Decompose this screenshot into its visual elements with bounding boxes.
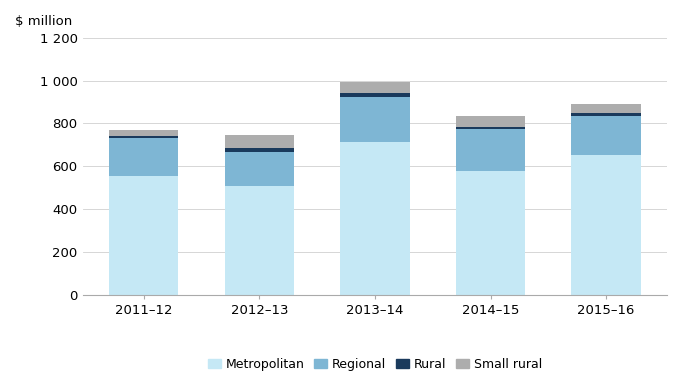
Bar: [572, 113, 641, 116]
Bar: [341, 93, 409, 97]
Bar: [225, 148, 294, 152]
Bar: [225, 152, 294, 186]
Bar: [572, 155, 641, 295]
Bar: [572, 116, 641, 155]
Bar: [225, 186, 294, 295]
Bar: [341, 142, 409, 295]
Legend: Metropolitan, Regional, Rural, Small rural: Metropolitan, Regional, Rural, Small rur…: [208, 358, 542, 371]
Text: $ million: $ million: [15, 14, 72, 28]
Bar: [572, 104, 641, 113]
Bar: [456, 127, 525, 129]
Bar: [456, 116, 525, 127]
Bar: [109, 138, 178, 176]
Bar: [225, 135, 294, 148]
Bar: [341, 97, 409, 142]
Bar: [341, 82, 409, 93]
Bar: [109, 136, 178, 138]
Bar: [456, 129, 525, 170]
Bar: [109, 176, 178, 295]
Bar: [109, 130, 178, 136]
Bar: [456, 170, 525, 295]
